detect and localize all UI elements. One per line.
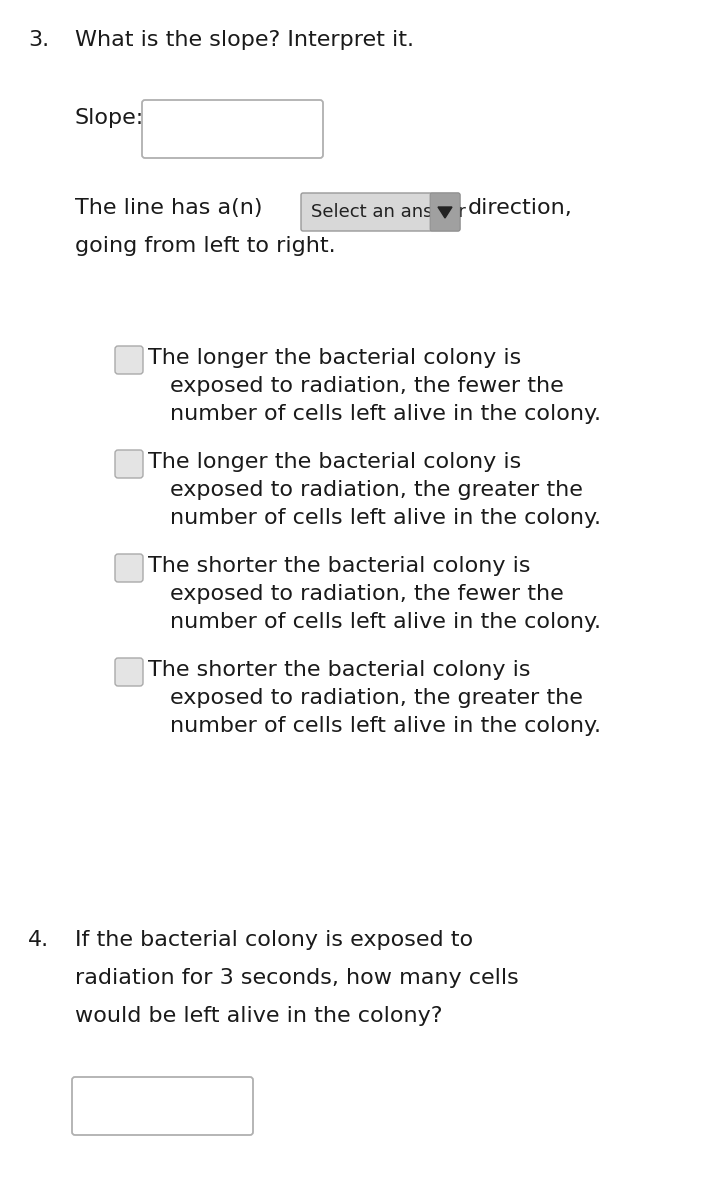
Text: exposed to radiation, the fewer the: exposed to radiation, the fewer the (170, 584, 564, 604)
FancyBboxPatch shape (115, 346, 143, 374)
Text: exposed to radiation, the greater the: exposed to radiation, the greater the (170, 480, 583, 500)
Text: If the bacterial colony is exposed to: If the bacterial colony is exposed to (75, 930, 473, 950)
Text: going from left to right.: going from left to right. (75, 236, 335, 256)
Text: radiation for 3 seconds, how many cells: radiation for 3 seconds, how many cells (75, 968, 518, 988)
FancyBboxPatch shape (115, 658, 143, 686)
Text: The longer the bacterial colony is: The longer the bacterial colony is (148, 452, 521, 472)
FancyBboxPatch shape (115, 554, 143, 582)
Text: direction,: direction, (468, 198, 573, 218)
Text: 3.: 3. (28, 30, 49, 50)
FancyBboxPatch shape (301, 193, 460, 230)
Text: exposed to radiation, the fewer the: exposed to radiation, the fewer the (170, 376, 564, 396)
Text: What is the slope? Interpret it.: What is the slope? Interpret it. (75, 30, 414, 50)
Text: The shorter the bacterial colony is: The shorter the bacterial colony is (148, 556, 531, 576)
Text: exposed to radiation, the greater the: exposed to radiation, the greater the (170, 688, 583, 708)
FancyBboxPatch shape (430, 193, 460, 230)
Text: The line has a(n): The line has a(n) (75, 198, 263, 218)
Text: Slope:: Slope: (75, 108, 144, 128)
Text: The longer the bacterial colony is: The longer the bacterial colony is (148, 348, 521, 368)
FancyBboxPatch shape (72, 1078, 253, 1135)
FancyBboxPatch shape (115, 450, 143, 478)
Text: number of cells left alive in the colony.: number of cells left alive in the colony… (170, 404, 601, 424)
Polygon shape (438, 206, 452, 218)
Text: would be left alive in the colony?: would be left alive in the colony? (75, 1006, 442, 1026)
Text: 4.: 4. (28, 930, 49, 950)
FancyBboxPatch shape (142, 100, 323, 158)
Text: The shorter the bacterial colony is: The shorter the bacterial colony is (148, 660, 531, 680)
Text: Select an answer: Select an answer (311, 203, 466, 221)
Text: number of cells left alive in the colony.: number of cells left alive in the colony… (170, 612, 601, 632)
Text: number of cells left alive in the colony.: number of cells left alive in the colony… (170, 508, 601, 528)
Text: number of cells left alive in the colony.: number of cells left alive in the colony… (170, 716, 601, 736)
